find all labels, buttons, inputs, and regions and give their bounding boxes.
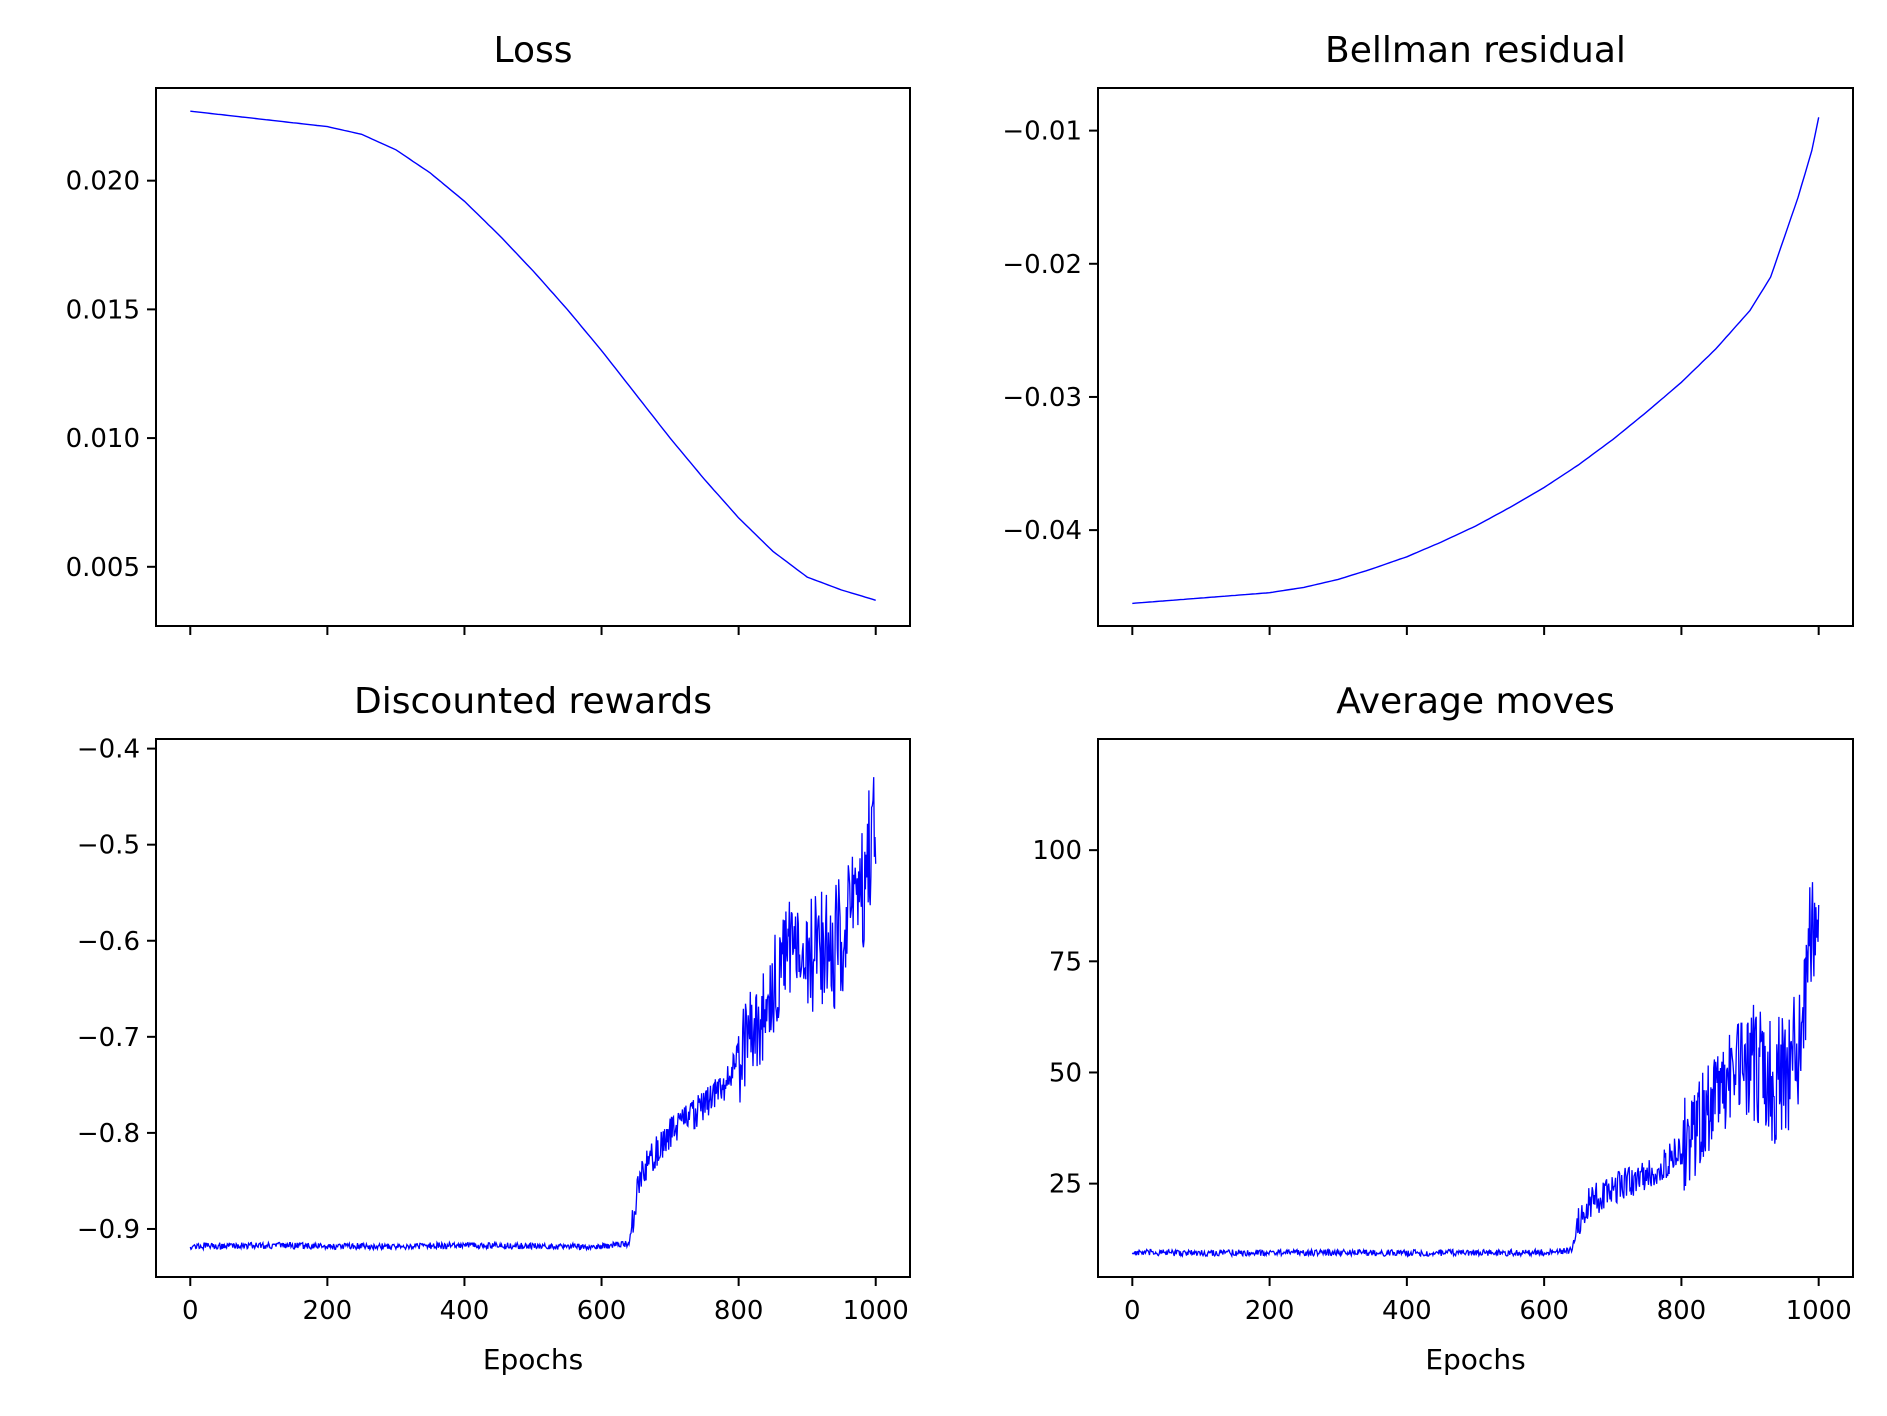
x-tick-label: 1000 xyxy=(843,1296,909,1326)
x-tick-label: 0 xyxy=(182,1296,199,1326)
subplot-3: Discounted rewards 0 200 400 600 800 1000 −0.9 −… xyxy=(77,681,911,1376)
series-line xyxy=(190,110,876,601)
y-tick-label: −0.6 xyxy=(77,927,140,957)
x-tick-label: 200 xyxy=(303,1296,353,1326)
subplot-4: Average moves 0 200 400 600 800 1000 25 50 75 100 E… xyxy=(1032,681,1854,1376)
y-tick-label: 25 xyxy=(1049,1170,1082,1200)
y-tick-label: −0.02 xyxy=(1002,250,1082,280)
x-tick-label: 0 xyxy=(1124,1296,1141,1326)
y-tick-label: 0.020 xyxy=(66,167,140,197)
y-tick-label: −0.7 xyxy=(77,1023,140,1053)
axes-frame xyxy=(1097,87,1854,627)
subplot-title: Bellman residual xyxy=(1325,30,1626,71)
axes-frame xyxy=(155,87,911,627)
y-tick-label: 75 xyxy=(1049,947,1082,977)
x-axis-label: Epochs xyxy=(1425,1343,1525,1376)
x-tick-label: 400 xyxy=(440,1296,490,1326)
x-tick-label: 400 xyxy=(1382,1296,1432,1326)
y-tick-label: 0.005 xyxy=(66,553,140,583)
y-tick-label: −0.01 xyxy=(1002,117,1082,147)
y-tick-label: 0.010 xyxy=(66,424,140,454)
x-tick-label: 200 xyxy=(1245,1296,1295,1326)
x-axis-label: Epochs xyxy=(483,1343,583,1376)
axes-frame xyxy=(155,738,911,1278)
subplot-1: Loss 0.005 0.010 0.015 0.020 xyxy=(66,30,911,635)
x-tick-label: 800 xyxy=(714,1296,764,1326)
y-tick-label: −0.5 xyxy=(77,831,140,861)
series-line xyxy=(1132,117,1820,605)
series-line xyxy=(1131,882,1820,1259)
subplot-title: Discounted rewards xyxy=(354,681,712,722)
y-tick-label: 50 xyxy=(1049,1058,1082,1088)
x-tick-label: 600 xyxy=(1519,1296,1569,1326)
x-tick-label: 800 xyxy=(1657,1296,1707,1326)
x-tick-label: 600 xyxy=(577,1296,627,1326)
y-tick-label: −0.9 xyxy=(77,1215,140,1245)
subplot-2: Bellman residual −0.04 −0.03 −0.02 −0.01 xyxy=(1002,30,1854,635)
y-tick-label: 0.015 xyxy=(66,295,140,325)
axes-frame xyxy=(1097,738,1854,1278)
y-tick-label: −0.03 xyxy=(1002,383,1082,413)
series-line xyxy=(189,777,877,1252)
subplot-title: Average moves xyxy=(1336,681,1615,722)
y-tick-label: 100 xyxy=(1032,836,1082,866)
y-tick-label: −0.4 xyxy=(77,735,140,765)
y-tick-label: −0.04 xyxy=(1002,516,1082,546)
x-tick-label: 1000 xyxy=(1786,1296,1852,1326)
y-tick-label: −0.8 xyxy=(77,1119,140,1149)
subplot-title: Loss xyxy=(494,30,573,71)
